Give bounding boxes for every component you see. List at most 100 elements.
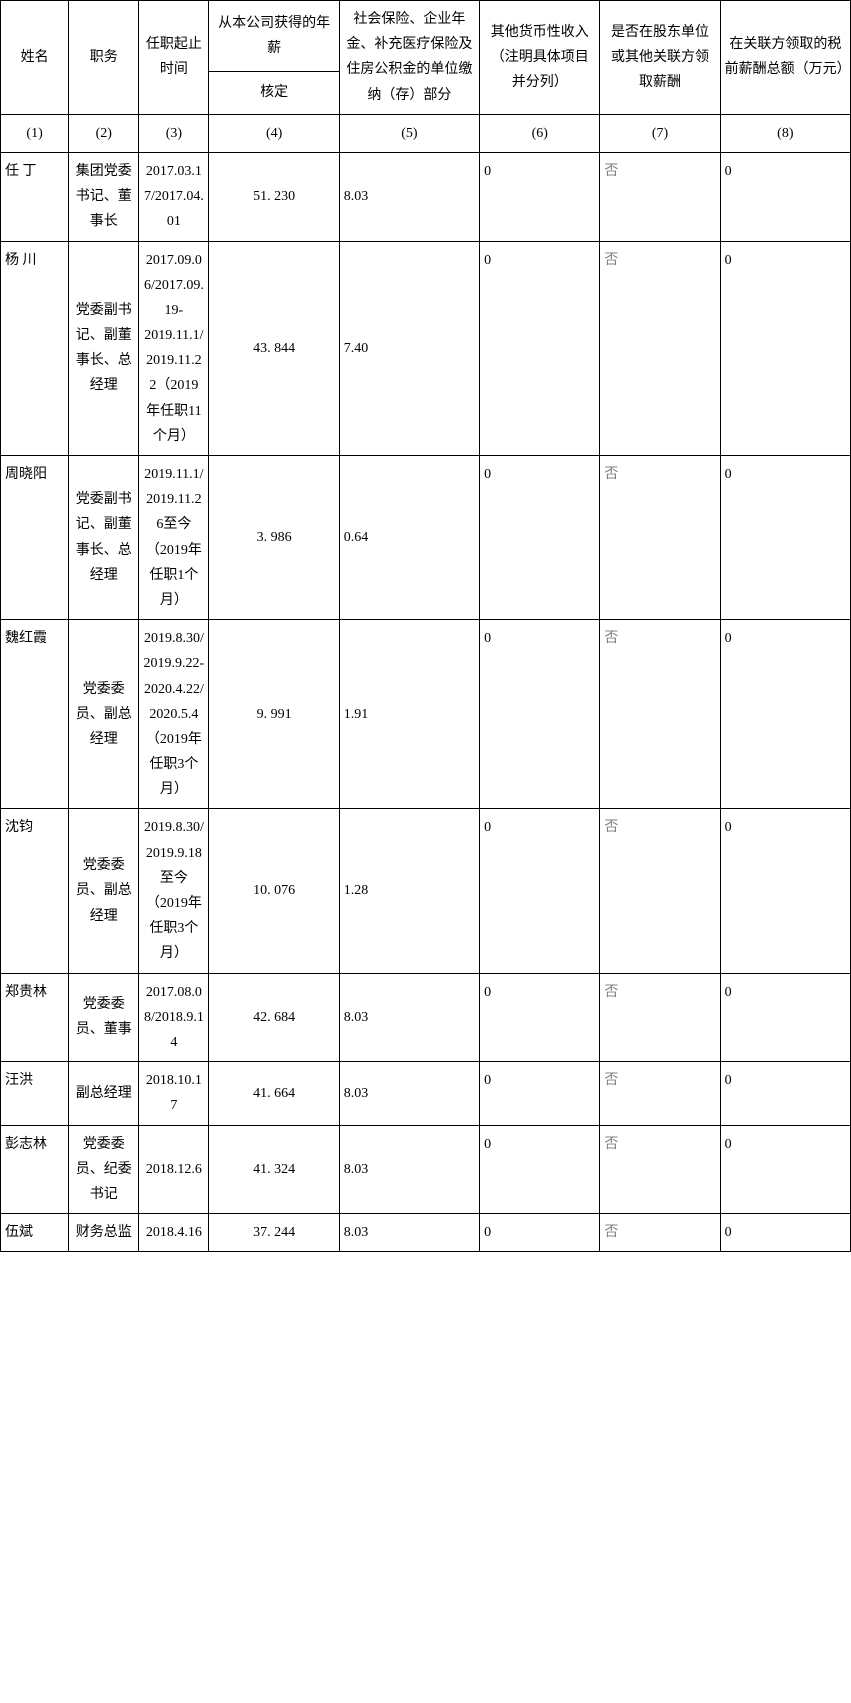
table-row: 郑贵林党委委员、董事2017.08.08/2018.9.1442. 6848.0… xyxy=(1,973,851,1062)
hdr-salary-sub: 核定 xyxy=(209,71,339,114)
cell-duty: 副总经理 xyxy=(69,1062,139,1125)
salary-table: 姓名 职务 任职起止时间 从本公司获得的年薪 社会保险、企业年金、补充医疗保险及… xyxy=(0,0,851,1252)
cell-period: 2019.11.1/2019.11.26至今（2019年任职1个月） xyxy=(139,456,209,620)
cell-other: 0 xyxy=(480,241,600,456)
cell-related: 0 xyxy=(720,456,850,620)
cell-name: 杨 川 xyxy=(1,241,69,456)
table-row: 魏红霞党委委员、副总经理2019.8.30/2019.9.22-2020.4.2… xyxy=(1,620,851,809)
hdr-name: 姓名 xyxy=(1,1,69,115)
cell-duty: 党委委员、副总经理 xyxy=(69,809,139,973)
cell-duty: 党委委员、纪委书记 xyxy=(69,1125,139,1214)
cell-related: 0 xyxy=(720,809,850,973)
cell-name: 彭志林 xyxy=(1,1125,69,1214)
cell-salary: 41. 664 xyxy=(209,1062,339,1125)
cell-insurance: 8.03 xyxy=(339,152,479,241)
cell-name: 魏红霞 xyxy=(1,620,69,809)
cell-name: 周晓阳 xyxy=(1,456,69,620)
cell-salary: 41. 324 xyxy=(209,1125,339,1214)
cell-duty: 集团党委书记、董事长 xyxy=(69,152,139,241)
colnum-5: (5) xyxy=(339,114,479,152)
cell-period: 2018.4.16 xyxy=(139,1214,209,1252)
cell-salary: 51. 230 xyxy=(209,152,339,241)
cell-flag: 否 xyxy=(600,809,720,973)
cell-period: 2019.8.30/2019.9.18至今（2019年任职3个月） xyxy=(139,809,209,973)
cell-insurance: 7.40 xyxy=(339,241,479,456)
cell-name: 沈钧 xyxy=(1,809,69,973)
cell-salary: 10. 076 xyxy=(209,809,339,973)
cell-duty: 党委委员、董事 xyxy=(69,973,139,1062)
hdr-duty: 职务 xyxy=(69,1,139,115)
cell-name: 汪洪 xyxy=(1,1062,69,1125)
table-row: 伍斌财务总监2018.4.1637. 2448.030否0 xyxy=(1,1214,851,1252)
cell-other: 0 xyxy=(480,1125,600,1214)
cell-related: 0 xyxy=(720,1125,850,1214)
cell-flag: 否 xyxy=(600,152,720,241)
cell-related: 0 xyxy=(720,152,850,241)
cell-insurance: 8.03 xyxy=(339,1214,479,1252)
cell-flag: 否 xyxy=(600,1062,720,1125)
cell-insurance: 1.91 xyxy=(339,620,479,809)
cell-other: 0 xyxy=(480,973,600,1062)
cell-name: 任 丁 xyxy=(1,152,69,241)
cell-other: 0 xyxy=(480,809,600,973)
cell-related: 0 xyxy=(720,241,850,456)
table-row: 任 丁集团党委书记、董事长2017.03.17/2017.04.0151. 23… xyxy=(1,152,851,241)
cell-flag: 否 xyxy=(600,973,720,1062)
hdr-related: 在关联方领取的税前薪酬总额（万元） xyxy=(720,1,850,115)
table-row: 汪洪副总经理2018.10.1741. 6648.030否0 xyxy=(1,1062,851,1125)
cell-period: 2017.09.06/2017.09.19-2019.11.1/2019.11.… xyxy=(139,241,209,456)
colnum-8: (8) xyxy=(720,114,850,152)
colnum-2: (2) xyxy=(69,114,139,152)
cell-flag: 否 xyxy=(600,1125,720,1214)
cell-salary: 42. 684 xyxy=(209,973,339,1062)
header-row-1: 姓名 职务 任职起止时间 从本公司获得的年薪 社会保险、企业年金、补充医疗保险及… xyxy=(1,1,851,72)
cell-period: 2018.10.17 xyxy=(139,1062,209,1125)
cell-insurance: 0.64 xyxy=(339,456,479,620)
colnum-3: (3) xyxy=(139,114,209,152)
cell-period: 2019.8.30/2019.9.22-2020.4.22/2020.5.4（2… xyxy=(139,620,209,809)
cell-period: 2018.12.6 xyxy=(139,1125,209,1214)
hdr-other: 其他货币性收入（注明具体项目并分列） xyxy=(480,1,600,115)
cell-related: 0 xyxy=(720,1062,850,1125)
colnum-6: (6) xyxy=(480,114,600,152)
cell-flag: 否 xyxy=(600,620,720,809)
hdr-flag: 是否在股东单位或其他关联方领取薪酬 xyxy=(600,1,720,115)
colnum-7: (7) xyxy=(600,114,720,152)
cell-other: 0 xyxy=(480,620,600,809)
cell-other: 0 xyxy=(480,152,600,241)
cell-insurance: 1.28 xyxy=(339,809,479,973)
cell-flag: 否 xyxy=(600,456,720,620)
cell-salary: 37. 244 xyxy=(209,1214,339,1252)
cell-flag: 否 xyxy=(600,241,720,456)
cell-other: 0 xyxy=(480,1062,600,1125)
cell-related: 0 xyxy=(720,973,850,1062)
column-number-row: (1) (2) (3) (4) (5) (6) (7) (8) xyxy=(1,114,851,152)
cell-name: 郑贵林 xyxy=(1,973,69,1062)
cell-insurance: 8.03 xyxy=(339,1062,479,1125)
cell-related: 0 xyxy=(720,620,850,809)
table-row: 彭志林党委委员、纪委书记2018.12.641. 3248.030否0 xyxy=(1,1125,851,1214)
cell-insurance: 8.03 xyxy=(339,973,479,1062)
hdr-period: 任职起止时间 xyxy=(139,1,209,115)
hdr-salary-top: 从本公司获得的年薪 xyxy=(209,1,339,72)
cell-duty: 党委副书记、副董事长、总经理 xyxy=(69,241,139,456)
table-row: 沈钧党委委员、副总经理2019.8.30/2019.9.18至今（2019年任职… xyxy=(1,809,851,973)
table-row: 周晓阳党委副书记、副董事长、总经理2019.11.1/2019.11.26至今（… xyxy=(1,456,851,620)
hdr-insurance: 社会保险、企业年金、补充医疗保险及住房公积金的单位缴纳（存）部分 xyxy=(339,1,479,115)
cell-duty: 党委委员、副总经理 xyxy=(69,620,139,809)
cell-flag: 否 xyxy=(600,1214,720,1252)
cell-duty: 财务总监 xyxy=(69,1214,139,1252)
cell-period: 2017.03.17/2017.04.01 xyxy=(139,152,209,241)
cell-period: 2017.08.08/2018.9.14 xyxy=(139,973,209,1062)
colnum-1: (1) xyxy=(1,114,69,152)
cell-duty: 党委副书记、副董事长、总经理 xyxy=(69,456,139,620)
cell-name: 伍斌 xyxy=(1,1214,69,1252)
cell-other: 0 xyxy=(480,1214,600,1252)
cell-related: 0 xyxy=(720,1214,850,1252)
cell-salary: 9. 991 xyxy=(209,620,339,809)
cell-other: 0 xyxy=(480,456,600,620)
cell-salary: 3. 986 xyxy=(209,456,339,620)
cell-salary: 43. 844 xyxy=(209,241,339,456)
cell-insurance: 8.03 xyxy=(339,1125,479,1214)
colnum-4: (4) xyxy=(209,114,339,152)
